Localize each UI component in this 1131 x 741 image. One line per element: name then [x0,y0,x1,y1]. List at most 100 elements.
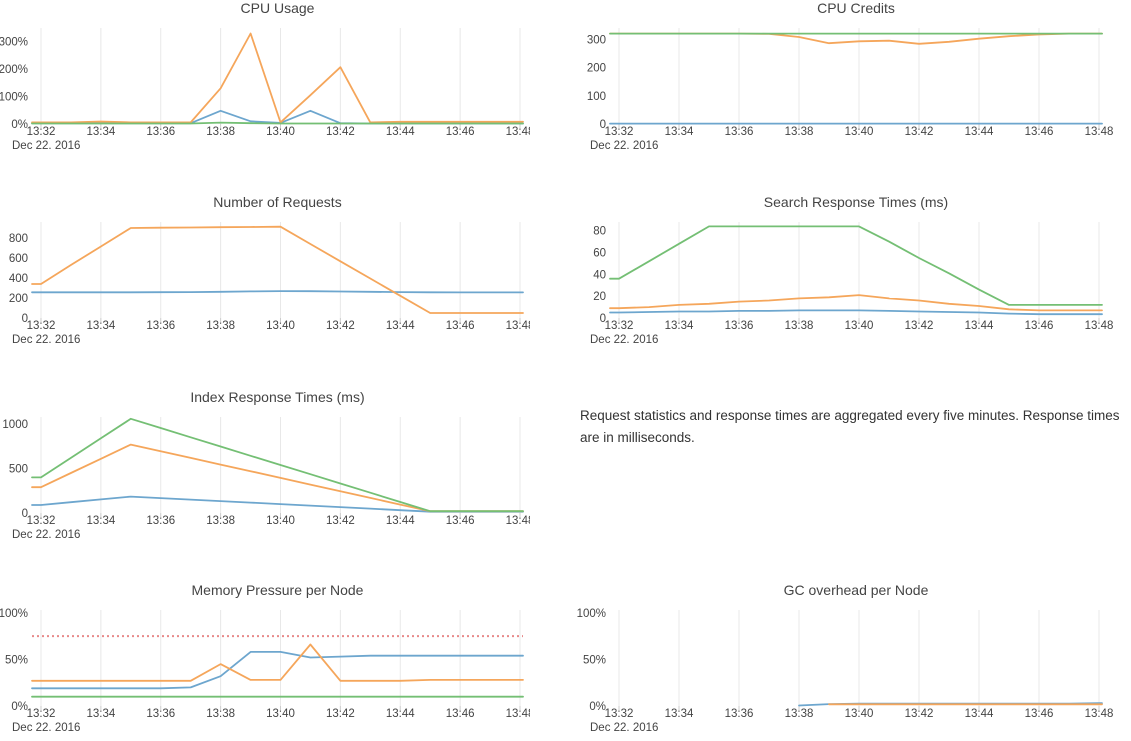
svg-text:300: 300 [587,34,606,46]
svg-text:Dec 22. 2016: Dec 22. 2016 [590,140,658,152]
svg-text:0%: 0% [589,701,606,713]
svg-text:13:38: 13:38 [206,515,235,527]
number-of-requests-title: Number of Requests [213,194,342,210]
svg-text:13:48: 13:48 [1085,320,1114,332]
number-of-requests-chart[interactable]: 13:32 13:34 13:36 13:38 13:40 13:42 13:44 13:46… [0,214,530,354]
svg-text:100%: 100% [577,608,606,620]
svg-text:13:42: 13:42 [326,515,355,527]
svg-text:200: 200 [9,293,28,305]
svg-text:13:44: 13:44 [386,515,415,527]
svg-text:50%: 50% [583,654,606,666]
cpu-credits-title: CPU Credits [817,0,895,16]
svg-text:13:46: 13:46 [1025,320,1054,332]
svg-text:100: 100 [587,91,606,103]
panel-search-response-times: Search Response Times (ms) 13:32 13:34 13:… [565,194,1131,354]
cpu-usage-title: CPU Usage [240,0,315,16]
svg-text:50%: 50% [5,654,28,666]
svg-text:13:40: 13:40 [845,126,874,138]
gc-overhead-chart[interactable]: 13:32 13:34 13:36 13:38 13:40 13:42 13:44 13:46… [565,602,1131,741]
svg-text:13:38: 13:38 [206,708,235,720]
svg-text:20: 20 [593,291,606,303]
svg-text:500: 500 [9,464,28,476]
svg-text:13:48: 13:48 [506,320,530,332]
svg-text:13:42: 13:42 [326,708,355,720]
svg-text:600: 600 [9,253,28,265]
svg-text:13:32: 13:32 [27,708,56,720]
svg-text:13:44: 13:44 [965,126,994,138]
svg-text:13:36: 13:36 [725,126,754,138]
cpu-usage-chart[interactable]: 13:32 13:34 13:36 13:38 13:40 13:42 13:44 13:46… [0,20,530,160]
search-response-times-chart[interactable]: 13:32 13:34 13:36 13:38 13:40 13:42 13:44 13:46… [565,214,1131,354]
svg-text:13:40: 13:40 [266,515,295,527]
svg-text:13:42: 13:42 [905,708,934,720]
svg-text:13:38: 13:38 [206,320,235,332]
svg-text:200: 200 [587,63,606,75]
svg-text:13:48: 13:48 [506,126,530,138]
svg-text:13:46: 13:46 [446,126,475,138]
svg-text:0%: 0% [11,119,28,131]
svg-text:13:34: 13:34 [86,126,115,138]
svg-text:13:40: 13:40 [266,708,295,720]
svg-text:13:46: 13:46 [1025,708,1054,720]
svg-text:100%: 100% [0,608,28,620]
svg-text:Dec 22. 2016: Dec 22. 2016 [12,140,80,152]
panel-index-response-times: Index Response Times (ms) 13:32 13:34 13:3… [0,389,530,549]
svg-text:13:34: 13:34 [86,320,115,332]
svg-text:13:36: 13:36 [146,708,175,720]
svg-text:13:36: 13:36 [146,320,175,332]
svg-text:13:48: 13:48 [506,515,530,527]
svg-text:13:44: 13:44 [386,708,415,720]
svg-text:13:42: 13:42 [326,320,355,332]
svg-text:13:34: 13:34 [665,320,694,332]
panel-memory-pressure: Memory Pressure per Node 13:32 13:34 13:36… [0,582,530,741]
svg-text:13:34: 13:34 [665,708,694,720]
svg-text:13:48: 13:48 [1085,708,1114,720]
svg-text:13:42: 13:42 [905,126,934,138]
svg-text:13:38: 13:38 [206,126,235,138]
gc-overhead-title: GC overhead per Node [783,582,929,598]
svg-text:0: 0 [600,119,606,131]
svg-text:13:40: 13:40 [266,320,295,332]
svg-text:0%: 0% [11,701,28,713]
svg-text:13:48: 13:48 [1085,126,1114,138]
svg-text:13:38: 13:38 [785,126,814,138]
svg-text:13:40: 13:40 [845,320,874,332]
panel-number-of-requests: Number of Requests 13:32 13:34 13:36 13:38 1… [0,194,530,354]
svg-text:13:34: 13:34 [665,126,694,138]
svg-text:200%: 200% [0,64,28,76]
svg-text:Dec 22. 2016: Dec 22. 2016 [12,529,80,541]
svg-text:13:40: 13:40 [266,126,295,138]
index-response-times-title: Index Response Times (ms) [190,389,365,405]
svg-text:80: 80 [593,226,606,238]
search-response-times-title: Search Response Times (ms) [763,194,949,210]
svg-text:13:38: 13:38 [785,708,814,720]
index-response-times-chart[interactable]: 13:32 13:34 13:36 13:38 13:40 13:42 13:44 13:46… [0,409,530,549]
svg-text:13:36: 13:36 [146,515,175,527]
svg-text:13:36: 13:36 [725,320,754,332]
memory-pressure-title: Memory Pressure per Node [191,582,364,598]
cpu-credits-chart[interactable]: 13:32 13:34 13:36 13:38 13:40 13:42 13:44 13:46… [565,20,1131,160]
svg-text:1000: 1000 [2,419,28,431]
svg-text:13:46: 13:46 [446,515,475,527]
svg-text:0: 0 [600,313,606,325]
svg-text:13:46: 13:46 [1025,126,1054,138]
svg-text:13:32: 13:32 [27,126,56,138]
svg-text:13:40: 13:40 [845,708,874,720]
svg-text:13:44: 13:44 [965,320,994,332]
svg-text:13:44: 13:44 [386,320,415,332]
svg-text:40: 40 [593,269,606,281]
svg-text:13:32: 13:32 [605,320,634,332]
memory-pressure-chart[interactable]: 13:32 13:34 13:36 13:38 13:40 13:42 13:44 13:46… [0,602,530,741]
svg-text:13:42: 13:42 [326,126,355,138]
svg-text:Dec 22. 2016: Dec 22. 2016 [12,722,80,734]
panel-gc-overhead: GC overhead per Node 13:32 13:34 13:36 13:3… [565,582,1131,741]
svg-text:13:32: 13:32 [27,320,56,332]
svg-text:13:46: 13:46 [446,708,475,720]
svg-text:13:32: 13:32 [605,126,634,138]
svg-text:13:32: 13:32 [27,515,56,527]
svg-text:800: 800 [9,233,28,245]
svg-text:Dec 22. 2016: Dec 22. 2016 [590,334,658,346]
svg-text:13:36: 13:36 [725,708,754,720]
panel-aggregation-note: Request statistics and response times ar… [565,389,1131,549]
